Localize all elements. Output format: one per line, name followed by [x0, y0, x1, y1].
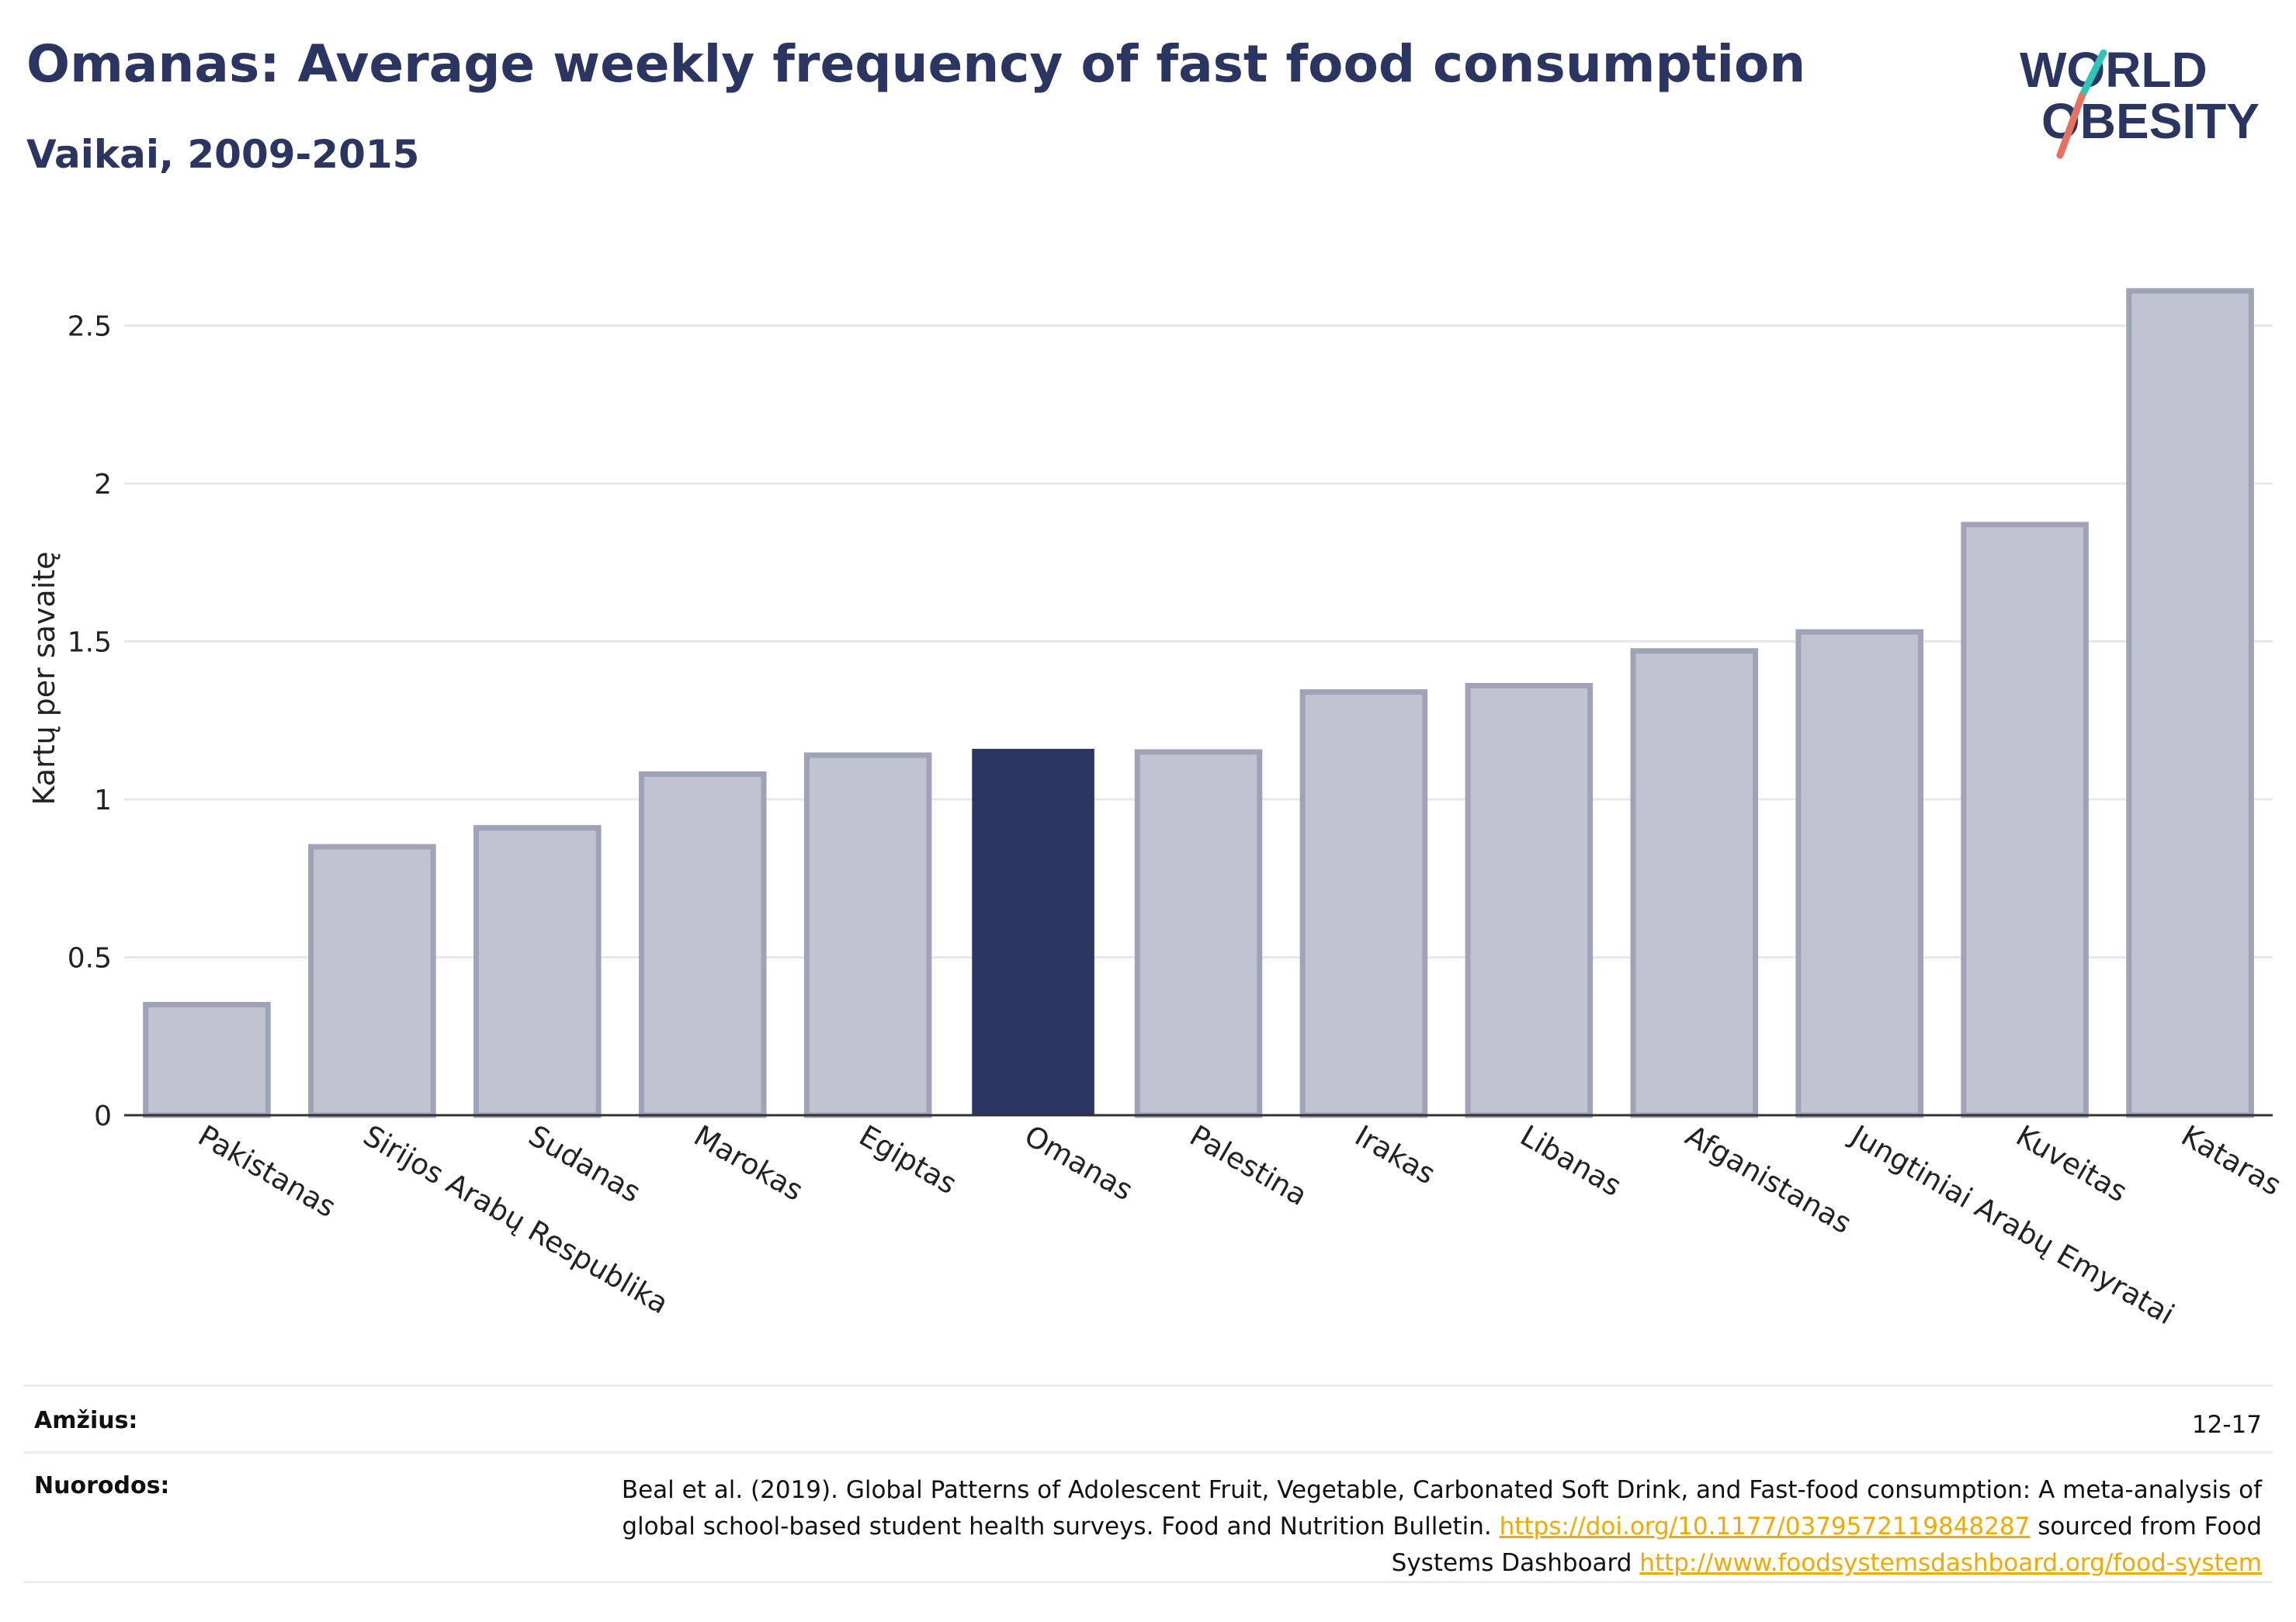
bar-marokas	[638, 771, 767, 1118]
bar-jungtiniai-arabų-emyratai	[1795, 629, 1923, 1118]
y-tick-label: 0.5	[68, 943, 112, 975]
bar-kuveitas	[1961, 522, 2089, 1118]
y-tick-label: 2.5	[68, 311, 112, 343]
bars	[143, 288, 2254, 1118]
logo-line1: WORLD	[2020, 42, 2208, 98]
x-tick-label: Sirijos Arabų Respublika	[358, 1119, 674, 1321]
bar-omanas	[972, 748, 1094, 1115]
x-tick-label: Pakistanas	[192, 1119, 342, 1225]
y-tick-label: 0	[94, 1100, 112, 1132]
chart-title: Omanas: Average weekly frequency of fast…	[26, 34, 1806, 94]
x-tick-label: Jungtiniai Arabų Emyratai	[1843, 1118, 2180, 1332]
y-tick-label: 2	[94, 469, 112, 501]
food-systems-dashboard-link[interactable]: http://www.foodsystemsdashboard.org/food…	[1639, 1549, 2262, 1577]
x-tick-label: Kuveitas	[2010, 1119, 2133, 1209]
chart-subtitle: Vaikai, 2009-2015	[26, 132, 420, 177]
reference-source: sourced from Food Systems Dashboard	[1391, 1513, 2262, 1577]
age-value: 12-17	[2191, 1411, 2262, 1439]
bar-sudanas	[473, 825, 602, 1118]
references-label: Nuorodos:	[34, 1472, 170, 1499]
bar-sirijos-arabų-respublika	[308, 844, 436, 1118]
bar-afganistanas	[1630, 648, 1759, 1118]
y-axis-label: Kartų per savaitę	[27, 551, 61, 805]
bar-egiptas	[803, 752, 932, 1118]
age-row: Amžius: 12-17	[23, 1385, 2273, 1451]
doi-link[interactable]: https://doi.org/10.1177/0379572119848287	[1499, 1513, 2031, 1541]
bar-irakas	[1299, 689, 1428, 1118]
y-tick-label: 1.5	[68, 627, 112, 659]
world-obesity-logo[interactable]: WORLD OBESITY	[2017, 31, 2273, 163]
x-tick-label: Sudanas	[523, 1119, 647, 1209]
x-tick-label: Marokas	[688, 1119, 809, 1208]
x-tick-label: Afganistanas	[1680, 1119, 1857, 1241]
bar-kataras	[2126, 288, 2254, 1118]
y-tick-label: 1	[94, 785, 112, 816]
x-tick-label: Palestina	[1184, 1119, 1313, 1213]
references-row: Nuorodos: Beal et al. (2019). Global Pat…	[23, 1451, 2273, 1583]
x-tick-label: Egiptas	[854, 1119, 962, 1201]
x-tick-label: Irakas	[1349, 1119, 1441, 1191]
bar-chart: 0 0.5 1 1.5 2 2.5 Pakistanas Sirijos Arabų Resp…	[27, 288, 2287, 1332]
x-tick-label: Omanas	[1019, 1119, 1139, 1208]
reference-citation: Beal et al. (2019). Global Patterns of A…	[621, 1476, 2262, 1541]
x-tick-label: Libanas	[1514, 1119, 1627, 1203]
chart-footer: Amžius: 12-17 Nuorodos: Beal et al. (201…	[23, 1385, 2273, 1583]
x-tick-label: Kataras	[2176, 1119, 2287, 1203]
age-label: Amžius:	[34, 1407, 138, 1434]
references-text: Beal et al. (2019). Global Patterns of A…	[585, 1472, 2262, 1581]
bar-libanas	[1465, 683, 1594, 1118]
bar-palestina	[1134, 749, 1263, 1118]
bar-pakistanas	[143, 1002, 271, 1118]
